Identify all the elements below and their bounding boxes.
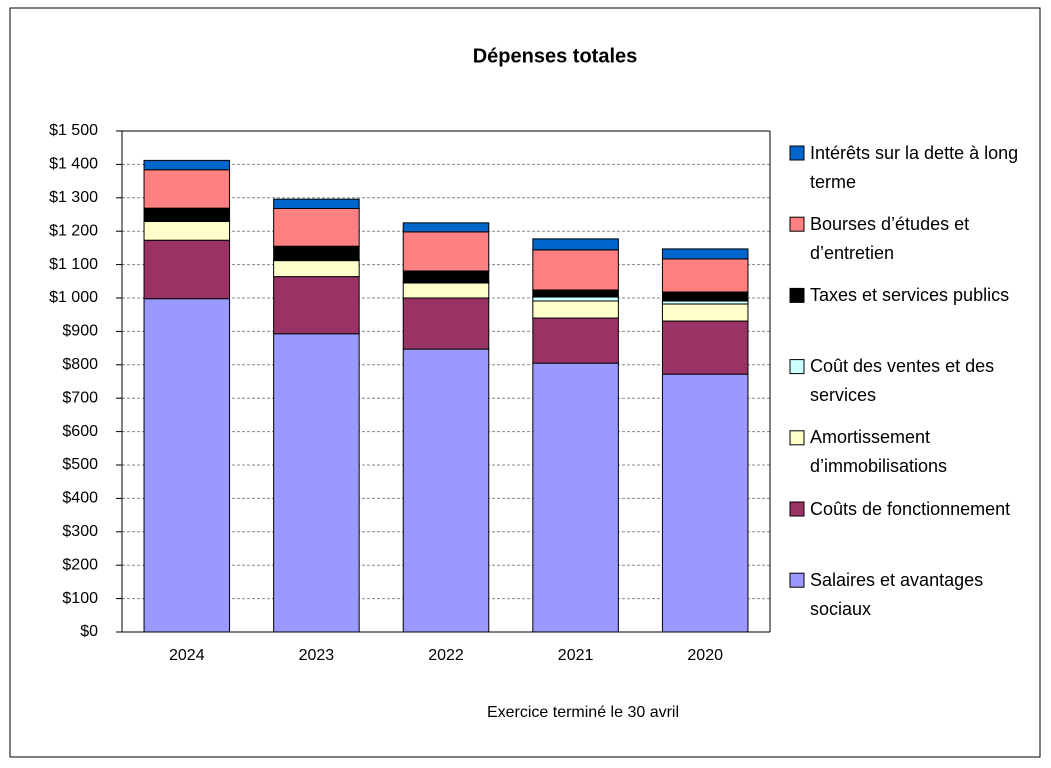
bar-segment: [273, 207, 360, 247]
bar-segment: [402, 231, 490, 272]
bar-segment: [661, 291, 749, 302]
x-tick-label: 2022: [428, 647, 464, 664]
y-tick-label: $100: [62, 590, 98, 607]
y-tick-label: $800: [62, 356, 98, 373]
bar-segment: [273, 333, 360, 633]
bar-segment: [402, 270, 490, 283]
bar-segment: [273, 245, 360, 261]
y-tick-label: $0: [80, 623, 98, 640]
bar-segment: [532, 296, 619, 302]
y-tick-label: $1 100: [49, 256, 98, 273]
legend-swatch: [789, 145, 805, 161]
bar-segment: [273, 276, 360, 335]
bar-segment: [143, 169, 231, 209]
bar-segment: [273, 260, 360, 278]
y-tick-label: $1 300: [49, 189, 98, 206]
bar-segment: [532, 362, 619, 633]
y-tick-label: $200: [62, 556, 98, 573]
legend-label: Intérêts sur la dette à long terme: [810, 142, 1019, 192]
x-tick-label: 2020: [687, 647, 723, 664]
bar-segment: [661, 320, 749, 375]
y-tick-label: $700: [62, 389, 98, 406]
x-axis-label: Exercice terminé le 30 avril: [487, 704, 679, 721]
legend-label: Amortissement d’immobilisations: [810, 427, 948, 477]
bar-segment: [143, 298, 231, 633]
y-tick-label: $1 000: [49, 289, 98, 306]
bar-segment: [532, 238, 619, 251]
legend-swatch: [789, 430, 805, 446]
bar-segment: [143, 159, 231, 171]
bar-segment: [273, 198, 360, 209]
x-tick-label: 2023: [299, 647, 335, 664]
x-tick-label: 2021: [558, 647, 594, 664]
legend-swatch: [789, 501, 805, 517]
legend-label: Salaires et avantages sociaux: [810, 569, 984, 619]
bar-segment: [402, 282, 490, 299]
y-tick-label: $600: [62, 423, 98, 440]
bar-segment: [143, 207, 231, 222]
y-tick-label: $300: [62, 523, 98, 540]
bar-segment: [661, 303, 749, 322]
y-tick-label: $500: [62, 456, 98, 473]
y-tick-label: $1 200: [49, 222, 98, 239]
legend-swatch: [789, 287, 805, 303]
bar-segment: [532, 300, 619, 319]
y-tick-label: $900: [62, 323, 98, 340]
legend-swatch: [789, 359, 805, 375]
bar-segment: [661, 248, 749, 260]
bar-segment: [402, 297, 490, 350]
bar-segment: [661, 258, 749, 293]
legend-swatch: [789, 572, 805, 588]
legend-label: Taxes et services publics: [810, 284, 1010, 305]
x-tick-label: 2024: [169, 647, 205, 664]
bar-segment: [532, 249, 619, 291]
legend-label: Coût des ventes et des services: [810, 356, 995, 406]
bar-segment: [402, 348, 490, 633]
y-tick-label: $1 400: [49, 156, 98, 173]
legend-label: Bourses d’études et d’entretien: [810, 213, 970, 263]
bar-segment: [532, 289, 619, 298]
y-tick-label: $1 500: [49, 122, 98, 139]
bar-segment: [143, 239, 231, 300]
chart-title: Dépenses totales: [473, 45, 638, 67]
bar-segment: [661, 373, 749, 633]
legend-label: Coûts de fonctionnement: [810, 498, 1011, 519]
bar-segment: [532, 317, 619, 364]
bar-segment: [402, 222, 490, 233]
y-tick-label: $400: [62, 490, 98, 507]
legend-swatch: [789, 216, 805, 232]
bar-segment: [143, 221, 231, 241]
